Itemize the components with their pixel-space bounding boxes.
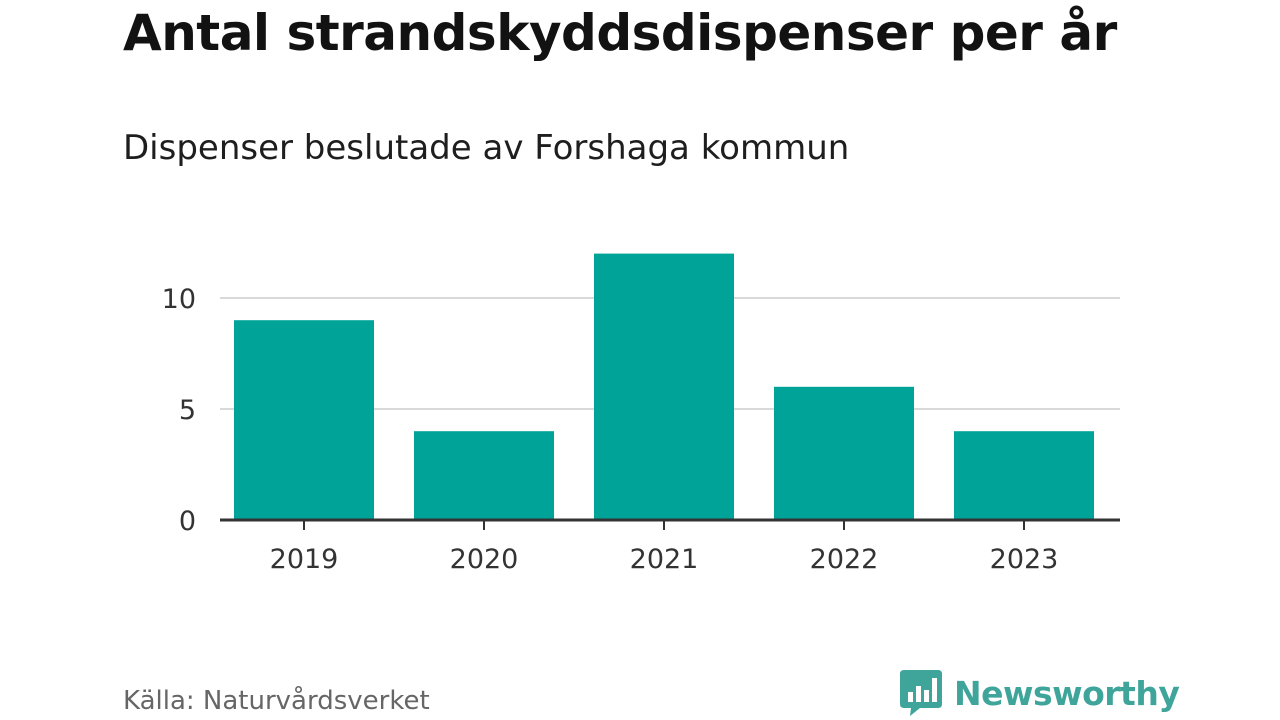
x-axis: 2019 2020 2021 2022 2023 bbox=[220, 518, 1120, 575]
bars bbox=[234, 253, 1094, 520]
bar-2023 bbox=[954, 431, 1094, 520]
x-tick-label: 2020 bbox=[450, 544, 519, 575]
source-note: Källa: Naturvårdsverket bbox=[123, 686, 430, 716]
x-tick-label: 2023 bbox=[990, 544, 1059, 575]
x-tick-label: 2021 bbox=[630, 544, 699, 575]
brand-name: Newsworthy bbox=[954, 673, 1180, 713]
x-tick-label: 2019 bbox=[270, 544, 339, 575]
brand-logo: Newsworthy bbox=[900, 670, 1180, 716]
chart-title: Antal strandskyddsdispenser per år bbox=[123, 4, 1117, 62]
bar-2019 bbox=[234, 320, 374, 520]
bar-chart-speech-bubble-icon bbox=[900, 670, 942, 716]
y-tick-label: 0 bbox=[179, 506, 196, 537]
y-tick-label: 5 bbox=[179, 395, 196, 426]
x-tick-label: 2022 bbox=[810, 544, 879, 575]
y-axis-ticks: 0 5 10 bbox=[162, 284, 196, 537]
bar-2020 bbox=[414, 431, 554, 520]
chart-subtitle: Dispenser beslutade av Forshaga kommun bbox=[123, 128, 850, 168]
y-tick-label: 10 bbox=[162, 284, 196, 315]
bar-2022 bbox=[774, 386, 914, 520]
bar-2021 bbox=[594, 253, 734, 520]
